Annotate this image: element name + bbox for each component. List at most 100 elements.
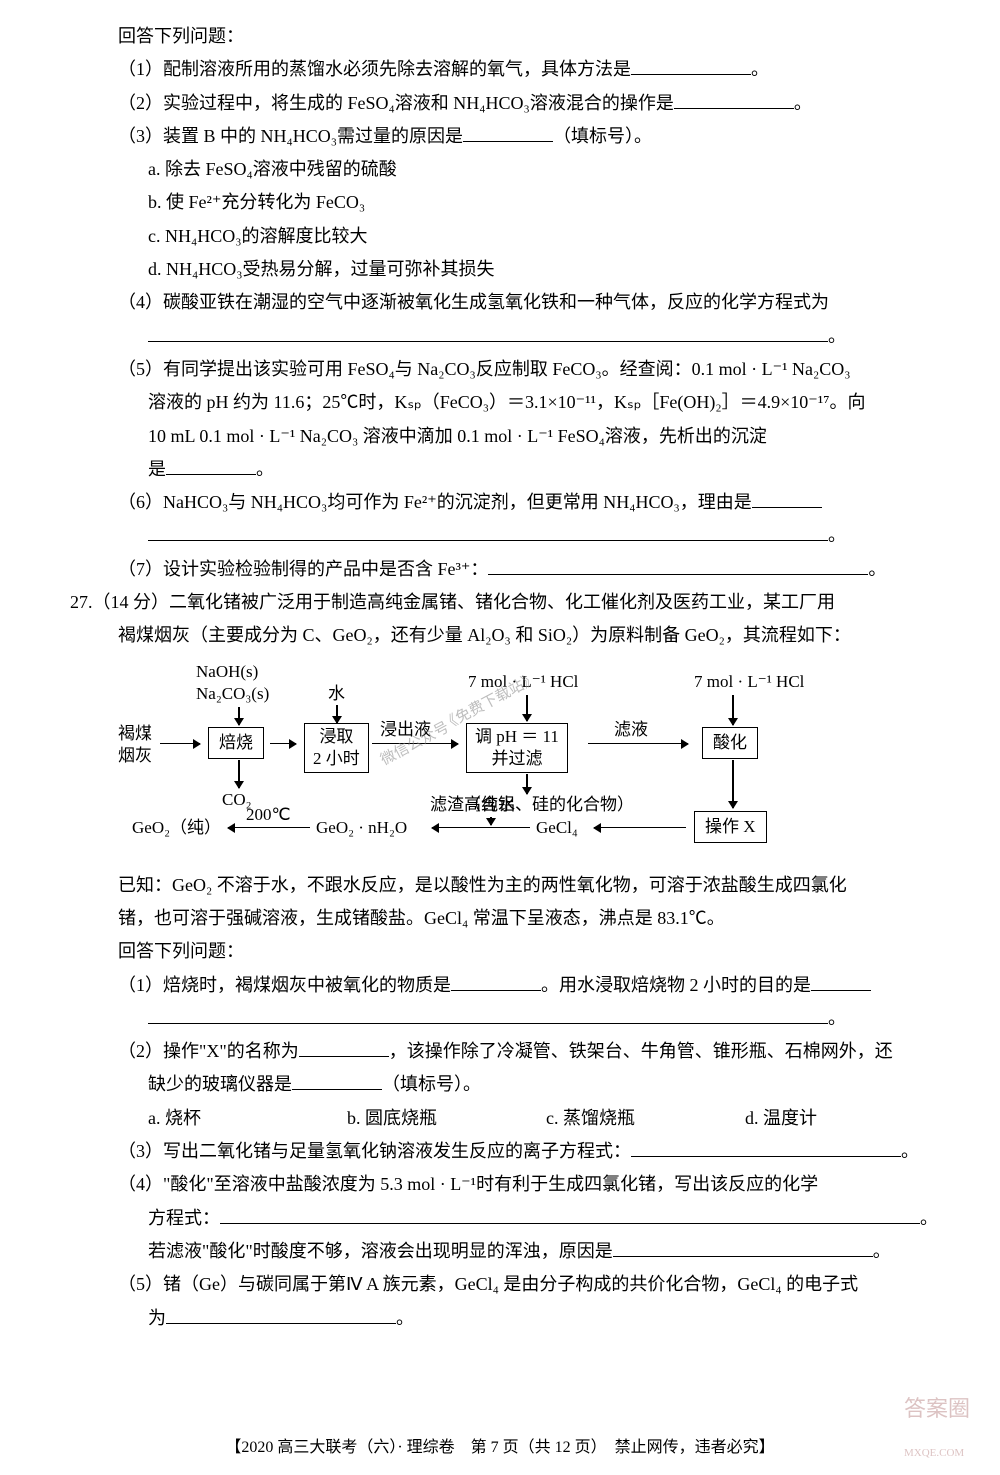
q27-4-end: 。 (920, 1208, 938, 1228)
q3: （3）装置 B 中的 NH₄HCO₃需过量的原因是（填标号）。 (70, 120, 944, 153)
box3-l2: 并过滤 (491, 749, 542, 768)
q27-2c: 缺少的玻璃仪器是（填标号）。 (70, 1068, 944, 1101)
flow-input3: 褐煤 (118, 723, 152, 744)
flow-temp: 200℃ (246, 804, 291, 825)
blank (613, 1235, 873, 1257)
known2: 锗，也可溶于强碱溶液，生成锗酸盐。GeCl₄ 常温下呈液态，沸点是 83.1℃。 (70, 902, 944, 935)
q3c: c. NH₄HCO₃的溶解度比较大 (70, 220, 944, 253)
blank (148, 519, 828, 541)
blank (488, 553, 868, 575)
flow-final: GeO₂（纯） (132, 817, 221, 838)
q1-end: 。 (751, 59, 769, 79)
q5a: （5）有同学提出该实验可用 FeSO₄与 Na₂CO₃反应制取 FeCO₃。经查… (70, 353, 944, 386)
q7-text: （7）设计实验检验制得的产品中是否含 Fe³⁺： (118, 559, 488, 579)
arrow (432, 827, 530, 829)
q2-text: （2）实验过程中，将生成的 FeSO₄溶液和 NH₄HCO₃溶液混合的操作是 (118, 93, 674, 113)
q27-4b-text: 方程式： (148, 1208, 220, 1228)
arrow (588, 743, 688, 745)
blank (220, 1202, 920, 1224)
q27-3-text: （3）写出二氧化锗与足量氢氧化钠溶液发生反应的离子方程式： (118, 1141, 631, 1161)
box2-l1: 浸取 (319, 727, 353, 746)
box-ph: 调 pH ＝ 11 并过滤 (466, 723, 568, 773)
q6: （6）NaHCO₃与 NH₄HCO₃均可作为 Fe²⁺的沉淀剂，但更常用 NH₄… (70, 486, 944, 519)
arrow (490, 817, 492, 825)
q5-end: 。 (256, 459, 274, 479)
q7-end: 。 (868, 559, 886, 579)
q27-1-end: 。 (828, 1008, 846, 1028)
q27-3-end: 。 (901, 1141, 919, 1161)
blank (148, 1002, 828, 1024)
box-leach: 浸取2 小时 (304, 723, 369, 773)
blank (752, 486, 822, 508)
arrow (160, 743, 200, 745)
q4-end: 。 (828, 326, 846, 346)
q4-blank-line: 。 (70, 320, 944, 353)
q27-1-blank: 。 (70, 1002, 944, 1035)
q27-2a: （2）操作"X"的名称为 ，该操作除了冷凝管、铁架台、牛角管、锥形瓶、石棉网外，还 (70, 1035, 944, 1068)
blank (631, 1135, 901, 1157)
q27-4c-text: 若滤液"酸化"时酸度不够，溶液会出现明显的浑浊，原因是 (148, 1241, 613, 1261)
q3-text: （3）装置 B 中的 NH₄HCO₃需过量的原因是 (118, 126, 463, 146)
arrow (732, 695, 734, 725)
q27-2b: ，该操作除了冷凝管、铁架台、牛角管、锥形瓶、石棉网外，还 (389, 1041, 893, 1061)
opt-a: a. 烧杯 (148, 1102, 347, 1135)
q27-5b-text: 为 (148, 1308, 166, 1328)
q27-1b: 。用水浸取焙烧物 2 小时的目的是 (541, 975, 811, 995)
q27-4c-end: 。 (873, 1241, 891, 1261)
box-acid: 酸化 (702, 727, 758, 759)
q3b: b. 使 Fe²⁺充分转化为 FeCO₃ (70, 186, 944, 219)
answer-header: 回答下列问题： (70, 935, 944, 968)
flow-water2: 高纯水 (464, 794, 515, 815)
arrow (732, 760, 734, 808)
flow-water: 水 (328, 683, 345, 704)
blank (148, 320, 828, 342)
box-roast: 焙烧 (208, 727, 264, 759)
blank (166, 453, 256, 475)
q27-4b: 方程式： 。 (70, 1202, 944, 1235)
arrow (238, 760, 240, 788)
box-opx: 操作 X (694, 811, 767, 843)
q27-4a: （4）"酸化"至溶液中盐酸浓度为 5.3 mol · L⁻¹时有利于生成四氯化锗… (70, 1168, 944, 1201)
opt-d: d. 温度计 (745, 1102, 944, 1135)
footer: 【2020 高三大联考（六）· 理综卷 第 7 页（共 12 页） 禁止网传，违… (0, 1433, 1000, 1463)
blank (299, 1035, 389, 1057)
q5b: 溶液的 pH 约为 11.6；25℃时，Kₛₚ（FeCO₃）＝3.1×10⁻¹¹… (70, 386, 944, 419)
q27-5b: 为。 (70, 1302, 944, 1335)
flow-naoh: NaOH(s) (196, 661, 258, 682)
watermark-badge: 答案圈MXQE.COM (904, 1389, 970, 1470)
flow-mid2: 滤液 (614, 719, 648, 740)
q27-1a: （1）焙烧时，褐煤烟灰中被氧化的物质是 。用水浸取焙烧物 2 小时的目的是 (70, 969, 944, 1002)
q7: （7）设计实验检验制得的产品中是否含 Fe³⁺： 。 (70, 553, 944, 586)
arrow (270, 743, 296, 745)
box3-l1: 调 pH ＝ 11 (475, 727, 559, 746)
q4: （4）碳酸亚铁在潮湿的空气中逐渐被氧化生成氢氧化铁和一种气体，反应的化学方程式为 (70, 286, 944, 319)
blank (631, 53, 751, 75)
q6-blank-line: 。 (70, 519, 944, 552)
q5d: 是 (148, 459, 166, 479)
options-row: a. 烧杯 b. 圆底烧瓶 c. 蒸馏烧瓶 d. 温度计 (70, 1102, 944, 1135)
q27-1a-text: （1）焙烧时，褐煤烟灰中被氧化的物质是 (118, 975, 451, 995)
flow-na2co3: Na₂CO₃(s) (196, 683, 269, 704)
opt-c: c. 蒸馏烧瓶 (546, 1102, 745, 1135)
q27-2a-text: （2）操作"X"的名称为 (118, 1041, 299, 1061)
arrow (526, 774, 528, 794)
arrow (336, 705, 338, 723)
q2: （2）实验过程中，将生成的 FeSO₄溶液和 NH₄HCO₃溶液混合的操作是。 (70, 87, 944, 120)
q27-3: （3）写出二氧化锗与足量氢氧化钠溶液发生反应的离子方程式： 。 (70, 1135, 944, 1168)
blank (451, 969, 541, 991)
opt-b: b. 圆底烧瓶 (347, 1102, 546, 1135)
q1-text: （1）配制溶液所用的蒸馏水必须先除去溶解的氧气，具体方法是 (118, 59, 631, 79)
blank (292, 1068, 382, 1090)
flow-residue: 滤渣（含铝、硅的化合物） (430, 794, 634, 815)
q1: （1）配制溶液所用的蒸馏水必须先除去溶解的氧气，具体方法是 。 (70, 53, 944, 86)
arrow (238, 707, 240, 725)
flow-geo2nh2o: GeO₂ · nH₂O (316, 817, 407, 838)
arrow (228, 827, 310, 829)
q27-4c: 若滤液"酸化"时酸度不够，溶液会出现明显的浑浊，原因是 。 (70, 1235, 944, 1268)
q27-5-end: 。 (396, 1308, 414, 1328)
q5d-line: 是。 (70, 453, 944, 486)
q3d: d. NH₄HCO₃受热易分解，过量可弥补其损失 (70, 253, 944, 286)
q5c: 10 mL 0.1 mol · L⁻¹ Na₂CO₃ 溶液中滴加 0.1 mol… (70, 420, 944, 453)
header: 回答下列问题： (70, 20, 944, 53)
q27-intro2: 褐煤烟灰（主要成分为 C、GeO₂，还有少量 Al₂O₃ 和 SiO₂）为原料制… (70, 619, 944, 652)
